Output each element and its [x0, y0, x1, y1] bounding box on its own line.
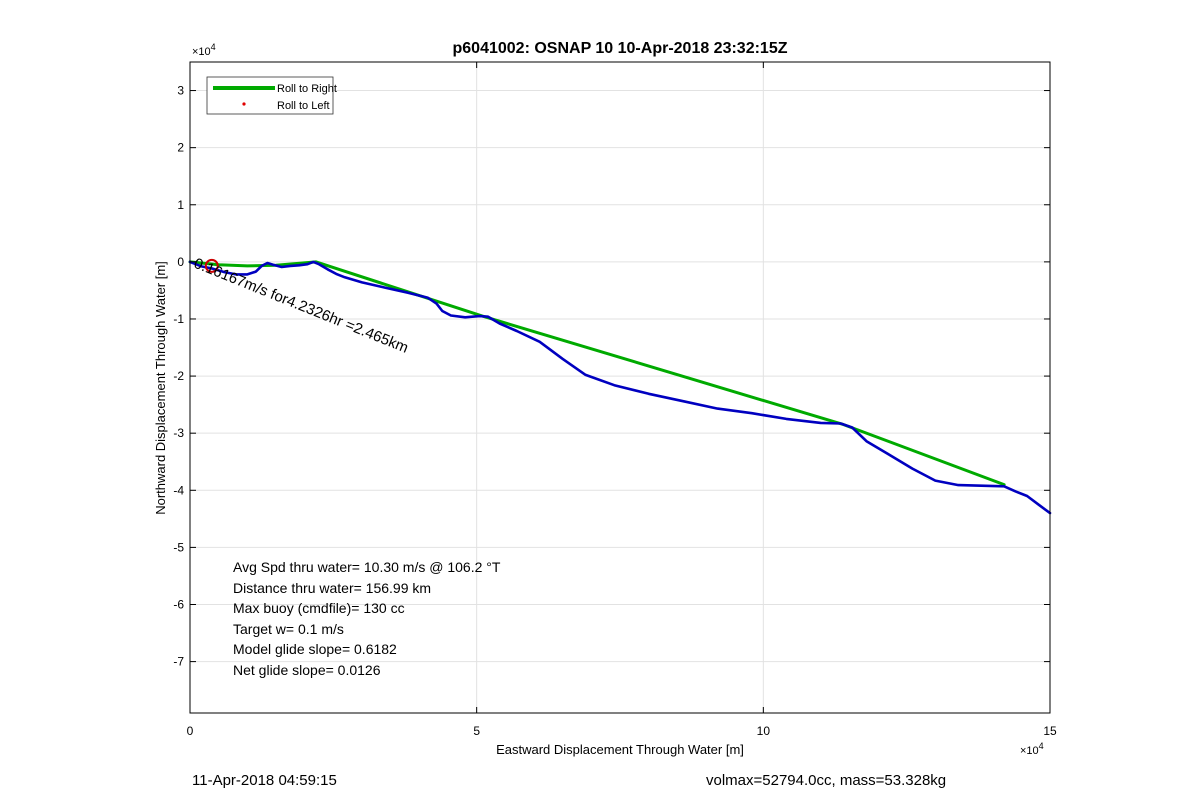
series-layer [188, 260, 1052, 515]
x-tick-label: 10 [757, 724, 771, 738]
y-exponent-base: ×10 [192, 46, 211, 58]
y-tick-label: 2 [177, 141, 184, 155]
footer-volmax-mass: volmax=52794.0cc, mass=53.328kg [706, 772, 947, 789]
y-exponent-power: 4 [211, 42, 216, 52]
y-tick-label: -6 [173, 598, 184, 612]
legend-box [206, 76, 334, 115]
y-tick-label: -3 [173, 426, 184, 440]
stat-model-glide-slope: Model glide slope= 0.6182 [233, 641, 397, 657]
y-tick-label: -7 [173, 655, 184, 669]
plot-border [189, 61, 1051, 714]
y-exponent: ×104 [192, 42, 216, 58]
grid [189, 62, 1051, 713]
y-tick-label: 3 [177, 84, 184, 98]
y-tick-label: -5 [173, 540, 184, 554]
green-track-line [188, 260, 1006, 487]
y-tick-label: 0 [177, 255, 184, 269]
x-tick-label: 0 [187, 724, 194, 738]
x-tick-label: 15 [1043, 724, 1057, 738]
stat-distance: Distance thru water= 156.99 km [233, 580, 431, 596]
y-tick-label: -2 [173, 369, 184, 383]
x-exponent: ×104 [1020, 741, 1044, 757]
x-exponent-power: 4 [1039, 741, 1044, 751]
legend-label-roll-left: Roll to Left [277, 100, 330, 112]
stat-target-w: Target w= 0.1 m/s [233, 621, 344, 637]
stat-avg-speed: Avg Spd thru water= 10.30 m/s @ 106.2 °T [233, 559, 501, 575]
current-marker-circle [204, 258, 219, 273]
footer-timestamp: 11-Apr-2018 04:59:15 [192, 772, 337, 789]
legend: Roll to Right Roll to Left [206, 76, 337, 115]
y-axis-label: Northward Displacement Through Water [m] [153, 261, 168, 515]
stats-block: Avg Spd thru water= 10.30 m/s @ 106.2 °T… [233, 559, 501, 678]
y-tick-label: -4 [173, 483, 184, 497]
chart: 0.16167m/s for4.2326hr =2.465km 0 5 10 1532… [153, 40, 1057, 757]
stat-max-buoy: Max buoy (cmdfile)= 130 cc [233, 600, 405, 616]
y-tick-label: -1 [173, 312, 184, 326]
x-exponent-base: ×10 [1020, 745, 1039, 757]
x-tick-label: 5 [473, 724, 480, 738]
legend-label-roll-right: Roll to Right [277, 83, 337, 95]
stat-net-glide-slope: Net glide slope= 0.0126 [233, 662, 381, 678]
y-tick-label: 1 [177, 198, 184, 212]
x-axis-label: Eastward Displacement Through Water [m] [496, 742, 744, 757]
chart-title: p6041002: OSNAP 10 10-Apr-2018 23:32:15Z [453, 40, 788, 57]
blue-track-line [188, 260, 1052, 515]
legend-swatch-roll-left [242, 102, 246, 106]
